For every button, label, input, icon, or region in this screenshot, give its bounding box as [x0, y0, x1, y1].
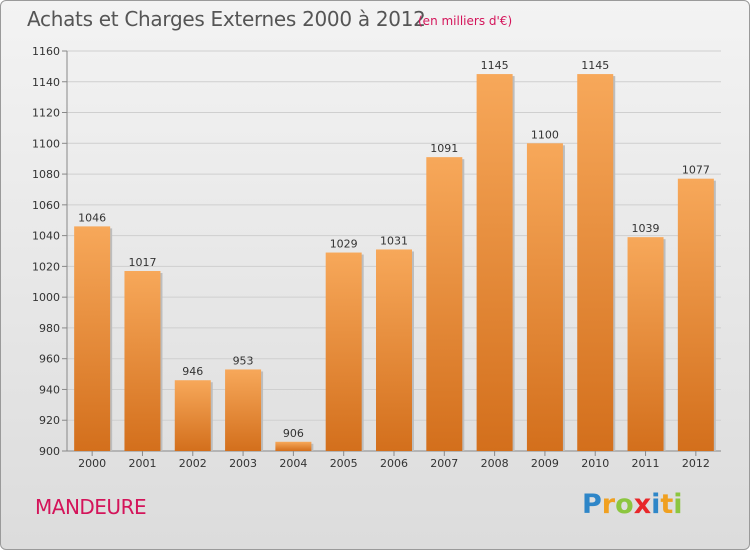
x-tick-label: 2008: [481, 457, 509, 470]
bar: [376, 249, 412, 451]
y-tick-label: 1140: [32, 76, 60, 89]
data-label: 1091: [430, 142, 458, 155]
bar: [225, 369, 262, 451]
y-tick-label: 1120: [32, 107, 60, 120]
y-tick-label: 960: [39, 353, 60, 366]
y-tick-label: 1160: [32, 45, 60, 58]
logo-letter: i: [651, 489, 661, 520]
y-tick-label: 920: [39, 414, 60, 427]
data-label: 1039: [632, 222, 660, 235]
x-tick-label: 2012: [682, 457, 710, 470]
x-tick-label: 2009: [531, 457, 559, 470]
bar: [124, 271, 161, 451]
data-label: 1031: [380, 234, 408, 247]
bar: [426, 157, 463, 451]
y-tick-label: 1100: [32, 137, 60, 150]
commune-name: MANDEURE: [35, 495, 147, 519]
data-label: 946: [182, 365, 203, 378]
x-tick-label: 2006: [380, 457, 408, 470]
logo-letter: i: [673, 489, 683, 520]
chart-subtitle: (en milliers d'€): [418, 14, 513, 28]
logo-letter: r: [601, 489, 616, 520]
logo-letter: x: [633, 489, 652, 520]
bar: [174, 380, 211, 451]
y-tick-label: 1040: [32, 230, 60, 243]
bar: [476, 74, 513, 452]
x-tick-label: 2011: [632, 457, 660, 470]
bar: [577, 74, 614, 452]
bar: [74, 226, 111, 451]
x-tick-label: 2005: [330, 457, 358, 470]
bar: [526, 143, 563, 452]
x-tick-label: 2000: [78, 457, 106, 470]
data-label: 1077: [682, 164, 710, 177]
data-label: 1145: [581, 59, 609, 72]
data-label: 1029: [330, 238, 358, 251]
bars: [74, 74, 716, 452]
x-tick-label: 2003: [229, 457, 257, 470]
y-tick-label: 1060: [32, 199, 60, 212]
x-tick-label: 2001: [128, 457, 156, 470]
data-label: 1046: [78, 211, 106, 224]
logo-letter: t: [660, 489, 674, 520]
y-tick-label: 1020: [32, 260, 60, 273]
y-tick-label: 1000: [32, 291, 60, 304]
data-label: 1145: [481, 59, 509, 72]
data-label: 953: [233, 354, 254, 367]
labels: 900 920 940 960 980 1000 1020 1040 1060 1080 1100 1…: [32, 45, 710, 470]
bar: [677, 178, 714, 451]
x-tick-label: 2004: [279, 457, 307, 470]
data-label: 1100: [531, 128, 559, 141]
bar: [627, 237, 664, 451]
data-label: 906: [283, 427, 304, 440]
y-tick-label: 900: [39, 445, 60, 458]
bar: [275, 441, 312, 451]
y-tick-label: 980: [39, 322, 60, 335]
bar: [325, 252, 362, 451]
data-label: 1017: [128, 256, 156, 269]
proxiti-logo[interactable]: Proxiti: [582, 489, 683, 520]
x-tick-label: 2007: [430, 457, 458, 470]
x-tick-label: 2010: [581, 457, 609, 470]
logo-letter: o: [615, 489, 634, 520]
x-tick-label: 2002: [179, 457, 207, 470]
y-tick-label: 940: [39, 383, 60, 396]
y-tick-label: 1080: [32, 168, 60, 181]
logo-letter: P: [582, 489, 602, 520]
chart-title: Achats et Charges Externes 2000 à 2012: [27, 7, 426, 31]
